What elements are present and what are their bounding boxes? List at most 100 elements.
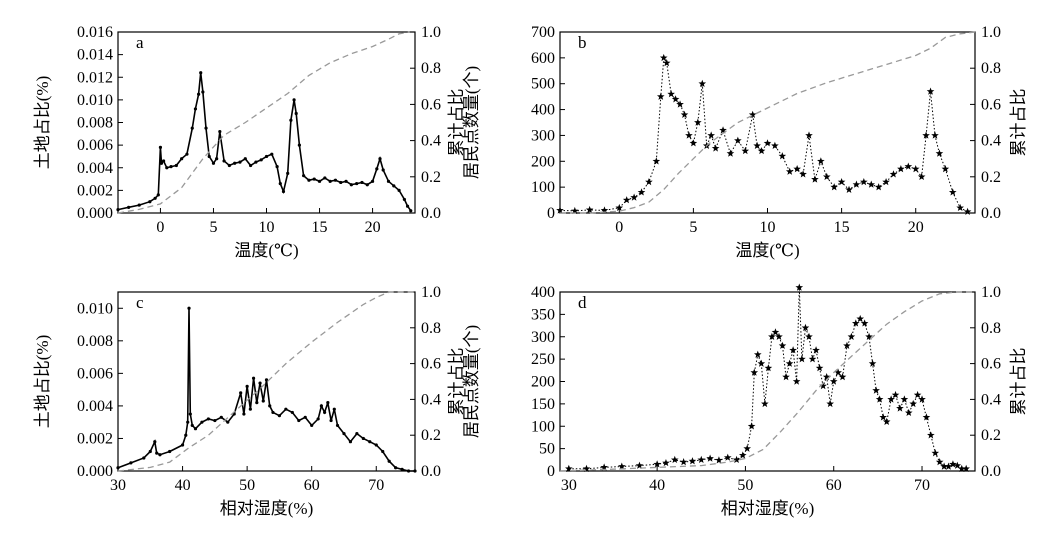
- y-tick-label: 0: [547, 205, 555, 222]
- star-marker: [941, 165, 950, 173]
- star-marker: [808, 355, 817, 363]
- data-point: [290, 410, 294, 415]
- star-marker: [556, 206, 564, 214]
- star-marker: [585, 205, 594, 214]
- y-axis-title: 土地占比(%): [33, 335, 52, 428]
- data-point: [302, 174, 306, 178]
- star-marker: [867, 180, 876, 188]
- star-marker: [812, 346, 820, 354]
- data-point: [386, 179, 391, 183]
- star-marker: [843, 341, 851, 349]
- data-point: [159, 161, 164, 165]
- x-axis-title: 相对湿度(%): [220, 499, 313, 518]
- data-point: [342, 431, 346, 436]
- data-point: [329, 418, 333, 423]
- data-point: [294, 111, 298, 116]
- data-point: [319, 404, 323, 408]
- star-marker: [875, 395, 884, 403]
- y2-tick-label: 0.4: [981, 391, 1001, 408]
- star-marker: [911, 165, 920, 173]
- y2-tick-label: 0.2: [421, 427, 441, 444]
- data-point: [361, 436, 365, 441]
- series-line: [559, 56, 968, 213]
- y-tick-label: 0.002: [77, 430, 113, 447]
- data-point: [180, 157, 184, 161]
- y-tick-label: 0.008: [77, 333, 113, 350]
- star-marker: [571, 206, 579, 215]
- star-marker: [957, 464, 966, 472]
- data-point: [193, 427, 198, 431]
- data-point: [370, 179, 375, 183]
- y-tick-label: 0.010: [77, 92, 113, 109]
- data-point: [397, 188, 401, 192]
- star-marker: [734, 136, 742, 144]
- data-point: [333, 178, 338, 182]
- data-point: [148, 449, 152, 454]
- y-axis-title: 土地占比(%): [33, 76, 52, 169]
- data-point: [190, 126, 194, 130]
- star-marker: [653, 460, 661, 468]
- x-tick-label: 70: [368, 477, 384, 494]
- star-marker: [615, 203, 624, 212]
- x-tick-label: 5: [689, 219, 697, 236]
- data-point: [405, 204, 410, 208]
- data-point: [270, 152, 274, 156]
- star-marker: [761, 399, 769, 408]
- star-marker: [670, 455, 679, 464]
- star-marker: [922, 131, 930, 139]
- star-marker: [795, 283, 804, 291]
- data-point: [206, 417, 210, 421]
- star-marker: [879, 413, 887, 421]
- star-marker: [829, 377, 838, 385]
- data-point: [297, 143, 301, 147]
- star-marker: [889, 170, 898, 178]
- star-marker: [926, 87, 935, 95]
- panel-label: b: [578, 33, 587, 52]
- data-point: [213, 418, 217, 423]
- star-marker: [896, 404, 904, 412]
- star-marker: [792, 377, 801, 385]
- y-tick-label: 0.006: [77, 365, 113, 382]
- star-marker: [935, 458, 944, 466]
- y2-axis-title: 累计占比: [1009, 89, 1028, 157]
- data-point: [323, 176, 327, 180]
- data-point: [310, 423, 314, 428]
- star-marker: [826, 399, 834, 408]
- data-point: [264, 378, 269, 382]
- star-marker: [817, 157, 825, 165]
- y-tick-label: 0.004: [77, 160, 113, 177]
- data-point: [323, 410, 327, 415]
- y2-tick-label: 1.0: [421, 24, 441, 41]
- star-marker: [949, 460, 957, 468]
- star-marker: [822, 373, 831, 381]
- x-tick-label: 5: [209, 219, 217, 236]
- data-point: [348, 440, 353, 444]
- star-marker: [805, 131, 813, 139]
- data-point: [251, 376, 256, 380]
- data-point: [258, 381, 262, 385]
- data-point: [271, 410, 275, 415]
- star-marker: [922, 413, 931, 421]
- y2-tick-label: 0.0: [981, 205, 1001, 222]
- panel-label: a: [136, 33, 144, 52]
- y-tick-label: 150: [531, 396, 555, 413]
- star-marker: [799, 170, 807, 178]
- x-tick-label: 30: [561, 477, 577, 494]
- star-marker: [882, 417, 891, 426]
- data-point: [200, 420, 204, 424]
- star-marker: [815, 364, 824, 372]
- data-point: [312, 177, 316, 181]
- data-point: [368, 440, 372, 444]
- data-point: [239, 391, 243, 395]
- x-tick-label: 30: [110, 477, 126, 494]
- star-marker: [801, 323, 810, 332]
- data-point: [156, 193, 160, 197]
- star-marker: [698, 79, 707, 87]
- data-point: [248, 163, 253, 168]
- data-point: [153, 196, 157, 200]
- data-point: [259, 158, 263, 162]
- y2-tick-label: 0.6: [421, 96, 441, 113]
- data-point: [281, 189, 286, 194]
- star-marker: [775, 332, 783, 340]
- star-marker: [652, 157, 661, 165]
